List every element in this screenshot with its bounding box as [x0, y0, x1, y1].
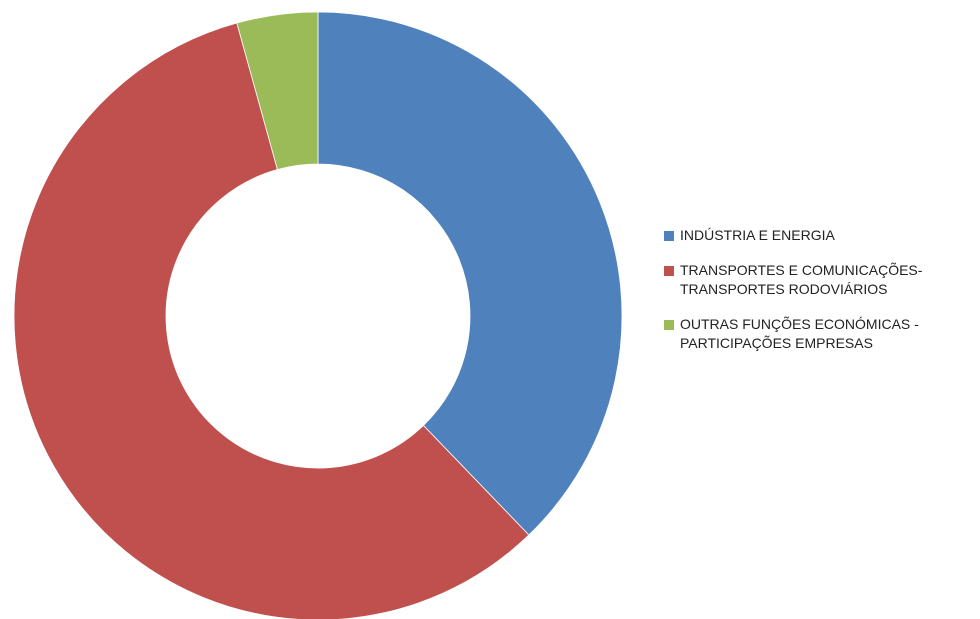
legend-item: TRANSPORTES E COMUNICAÇÕES-TRANSPORTES R… — [664, 261, 974, 299]
legend-item: INDÚSTRIA E ENERGIA — [664, 226, 974, 245]
legend-swatch — [664, 231, 674, 241]
legend: INDÚSTRIA E ENERGIA TRANSPORTES E COMUNIC… — [664, 226, 974, 369]
legend-swatch — [664, 320, 674, 330]
donut-slice — [13, 22, 530, 619]
donut-slice — [236, 11, 319, 171]
legend-label: OUTRAS FUNÇÕES ECONÓMICAS - PARTICIPAÇÕE… — [680, 316, 919, 351]
donut-slice — [317, 11, 623, 536]
legend-label: INDÚSTRIA E ENERGIA — [680, 227, 835, 243]
legend-label: TRANSPORTES E COMUNICAÇÕES-TRANSPORTES R… — [680, 262, 923, 297]
legend-item: OUTRAS FUNÇÕES ECONÓMICAS - PARTICIPAÇÕE… — [664, 315, 974, 353]
legend-swatch — [664, 266, 674, 276]
